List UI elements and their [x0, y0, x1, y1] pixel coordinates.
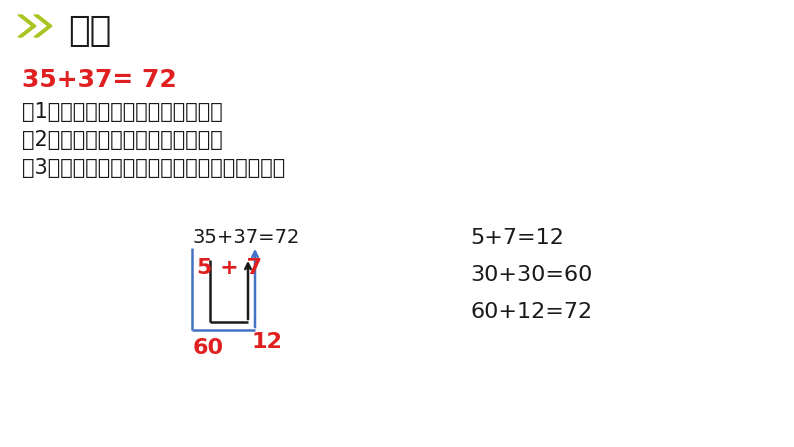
Text: 35+37= 72: 35+37= 72: [22, 68, 177, 92]
Text: 30+30=60: 30+30=60: [470, 265, 592, 285]
Text: （1）先把两个数个位上的数相加，: （1）先把两个数个位上的数相加，: [22, 102, 223, 122]
Text: 5 + 7: 5 + 7: [197, 258, 262, 278]
Text: （3）再把个位相加的和与十位相加的和相加。: （3）再把个位相加的和与十位相加的和相加。: [22, 158, 285, 178]
Polygon shape: [18, 15, 36, 37]
Text: 60+12=72: 60+12=72: [470, 302, 592, 322]
Text: 笔算: 笔算: [68, 14, 111, 48]
Text: （2）再把两个数十位上的数相加，: （2）再把两个数十位上的数相加，: [22, 130, 223, 150]
Text: 35+37=72: 35+37=72: [192, 228, 299, 247]
Text: 12: 12: [252, 332, 283, 352]
Polygon shape: [34, 15, 52, 37]
Text: 5+7=12: 5+7=12: [470, 228, 564, 248]
Text: 60: 60: [193, 338, 224, 358]
